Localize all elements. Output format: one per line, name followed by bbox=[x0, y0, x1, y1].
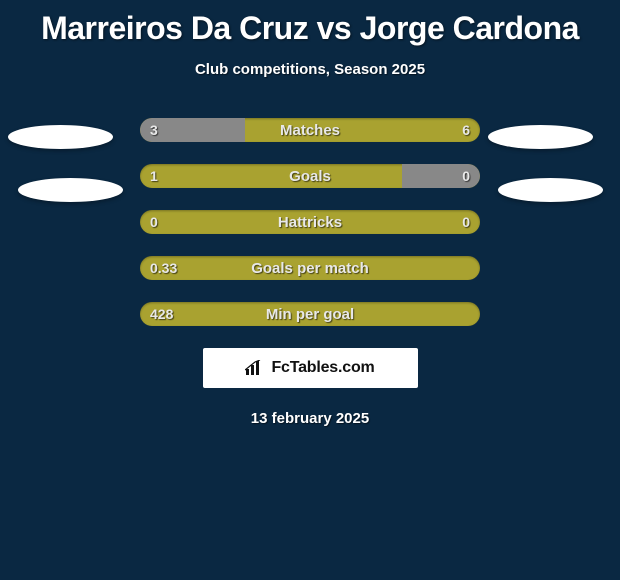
stat-label: Goals bbox=[140, 164, 480, 188]
stat-row: 0Hattricks0 bbox=[140, 210, 480, 234]
stat-row: 0.33Goals per match bbox=[140, 256, 480, 280]
stat-label: Min per goal bbox=[140, 302, 480, 326]
right-team-badge bbox=[488, 125, 593, 149]
page-title: Marreiros Da Cruz vs Jorge Cardona bbox=[0, 0, 620, 47]
left-team-badge bbox=[8, 125, 113, 149]
stat-row: 3Matches6 bbox=[140, 118, 480, 142]
stat-row: 428Min per goal bbox=[140, 302, 480, 326]
stat-right-value: 0 bbox=[462, 210, 470, 234]
stat-right-value: 6 bbox=[462, 118, 470, 142]
bar-chart-icon bbox=[245, 360, 265, 376]
stats-container: 3Matches61Goals00Hattricks00.33Goals per… bbox=[0, 118, 620, 326]
stat-label: Goals per match bbox=[140, 256, 480, 280]
date-label: 13 february 2025 bbox=[0, 410, 620, 427]
attribution-badge: FcTables.com bbox=[203, 348, 418, 388]
stat-row: 1Goals0 bbox=[140, 164, 480, 188]
stat-right-value: 0 bbox=[462, 164, 470, 188]
stat-label: Hattricks bbox=[140, 210, 480, 234]
right-team-badge bbox=[498, 178, 603, 202]
left-team-badge bbox=[18, 178, 123, 202]
stat-label: Matches bbox=[140, 118, 480, 142]
attribution-text: FcTables.com bbox=[271, 359, 374, 377]
subtitle: Club competitions, Season 2025 bbox=[0, 61, 620, 78]
